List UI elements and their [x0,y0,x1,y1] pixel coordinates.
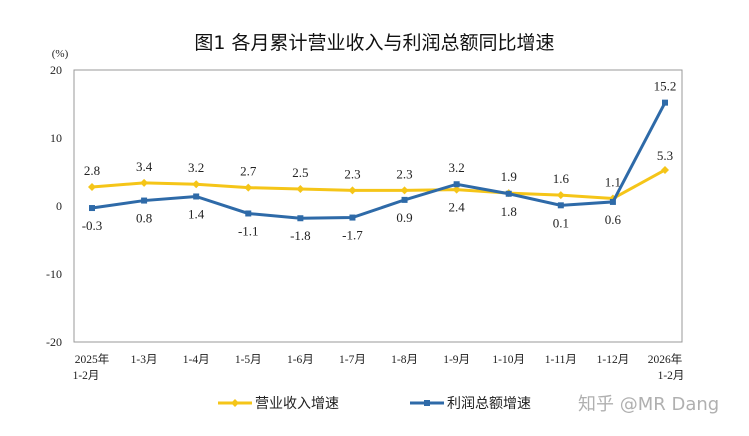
data-label: -1.1 [238,223,259,238]
x-tick-label: 1-10月 [492,354,525,366]
plot-frame [73,69,683,343]
legend-label: 营业收入增速 [255,396,339,412]
data-point [140,178,149,187]
data-point [609,198,616,205]
data-point [557,202,564,209]
x-tick-label: 1-2月 [73,370,100,382]
data-point [192,180,201,189]
series-line-1 [91,101,667,220]
data-point [89,205,95,212]
data-label: 2.3 [396,166,412,181]
data-label: 2.8 [84,163,100,178]
y-tick-label: 0 [56,199,62,213]
data-point [556,191,565,200]
data-point [141,197,148,204]
data-label: 5.3 [657,148,673,163]
x-tick-label: 1-12月 [597,354,630,366]
data-label: 3.4 [136,159,153,174]
y-tick-label: -20 [46,335,62,349]
data-label: 2.3 [344,166,360,181]
data-label: 1.4 [188,206,205,221]
data-point [400,186,409,195]
x-tick-label: 1-9月 [443,354,470,366]
watermark: 知乎 @MR Dang [578,394,720,415]
data-label: 1.1 [605,175,621,190]
data-point [348,186,357,195]
data-label: 3.2 [188,160,204,175]
data-label: 0.9 [396,210,412,225]
x-tick-label: 1-7月 [339,354,366,366]
series-line-0 [91,168,666,201]
data-label: 0.8 [136,211,152,226]
data-point [662,99,668,106]
y-tick-label: 20 [50,63,62,77]
data-label: 1.6 [553,171,570,186]
data-point [349,214,356,221]
data-point [401,196,408,203]
x-tick-label: 2025年 [75,352,110,366]
data-label: 0.6 [605,212,622,227]
x-tick-label: 1-2月 [658,370,685,382]
data-label: 3.2 [449,160,465,175]
data-point [296,185,305,193]
x-tick-label: 1-4月 [183,354,210,366]
data-point [453,181,460,188]
x-tick-label: 1-6月 [287,354,314,366]
data-point [452,185,461,194]
legend-marker [231,399,239,407]
legend-marker [424,400,430,406]
data-label: 1.8 [501,204,517,219]
data-label: 15.2 [654,79,677,94]
x-tick-label: 2026年 [648,352,683,366]
data-point [661,165,669,174]
x-tick-label: 1-3月 [131,354,158,366]
data-label: 0.1 [553,215,569,230]
data-point [297,215,304,222]
data-label: 1.9 [501,169,517,184]
y-tick-label: 10 [50,131,62,145]
data-point [193,193,200,200]
data-label: 2.5 [292,165,308,180]
x-tick-label: 1-5月 [235,354,262,366]
legend-label: 利润总额增速 [447,396,531,412]
y-tick-label: -10 [46,267,62,281]
data-label: -1.7 [342,228,363,243]
data-label: -0.3 [82,218,103,233]
data-label: 2.4 [449,200,466,215]
data-point [244,183,253,192]
data-point [505,190,512,197]
data-point [245,210,252,217]
data-label: -1.8 [290,228,311,243]
chart-title: 图1 各月累计营业收入与利润总额同比增速 [194,32,555,54]
x-tick-label: 1-11月 [545,354,577,366]
data-point [88,182,96,191]
y-axis-label: (%) [52,48,69,60]
data-label: 2.7 [240,164,257,179]
x-tick-label: 1-8月 [391,354,418,366]
